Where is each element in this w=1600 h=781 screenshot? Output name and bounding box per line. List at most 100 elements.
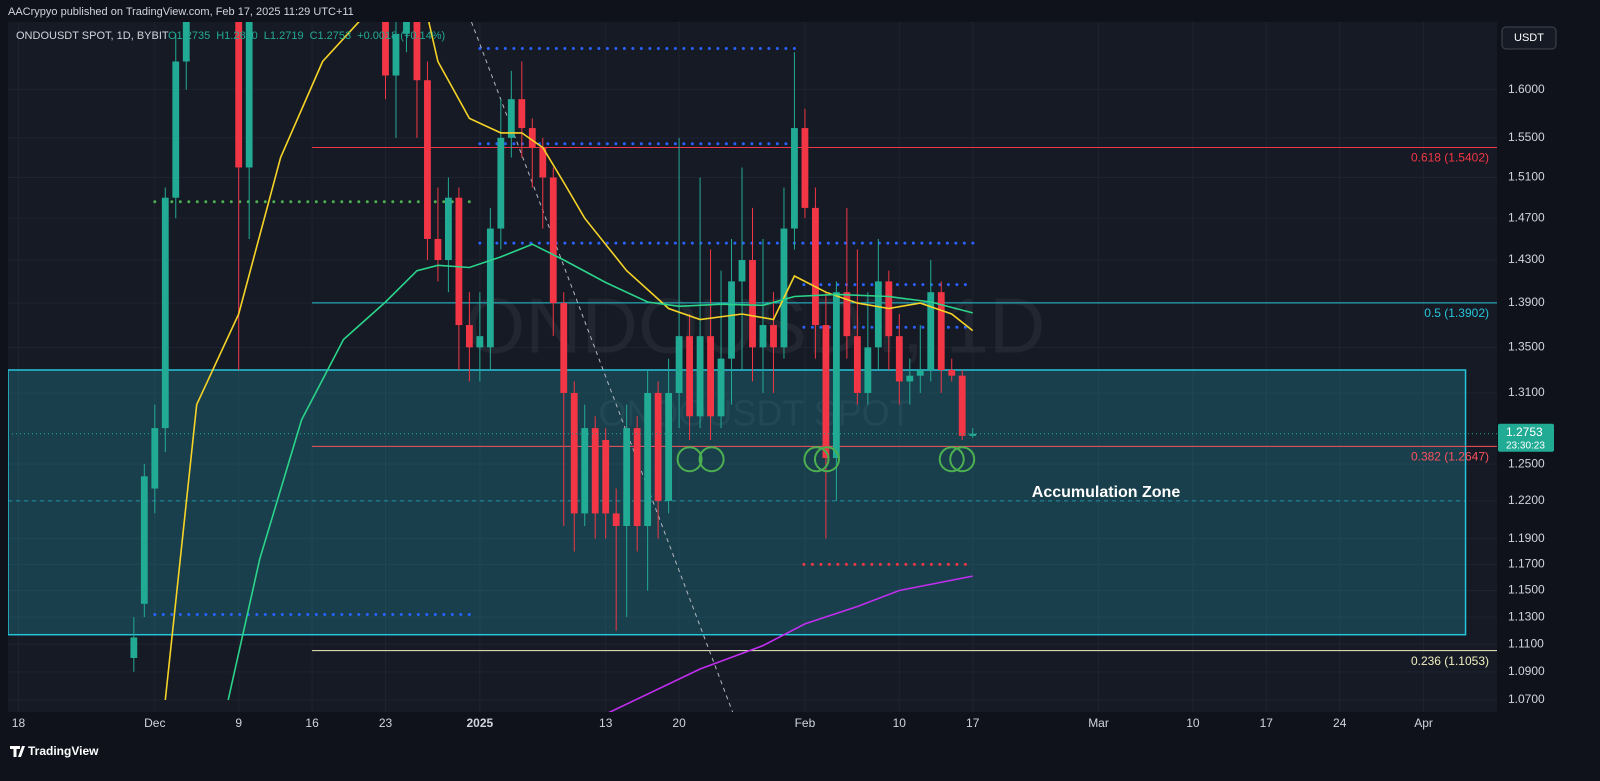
candle-body — [560, 303, 568, 393]
candle-body — [906, 375, 914, 382]
fib-label: 0.236 (1.1053) — [1411, 654, 1489, 668]
x-tick-label: 2025 — [467, 716, 494, 730]
candle-body — [161, 197, 169, 429]
x-tick-label: 20 — [672, 716, 686, 730]
x-tick-label: 13 — [599, 716, 613, 730]
y-tick-label: 1.1300 — [1508, 609, 1545, 623]
candle-body — [728, 281, 735, 359]
support-marker — [949, 446, 976, 473]
candle-body — [969, 433, 977, 436]
y-tick-label: 1.1900 — [1508, 531, 1545, 545]
candle-body — [591, 428, 599, 514]
candle-body — [707, 336, 714, 417]
candle-body — [570, 392, 578, 514]
support-marker — [803, 446, 830, 473]
currency-button[interactable] — [1501, 26, 1557, 50]
currency[interactable]: USDT — [1514, 32, 1544, 44]
candle-body — [434, 238, 442, 261]
candle-body — [455, 197, 463, 326]
ohlc-value: O1.2735 — [168, 30, 210, 42]
fib-label: 0.5 (1.3902) — [1424, 306, 1489, 320]
y-tick-label: 1.4300 — [1508, 252, 1545, 266]
candle-body — [465, 325, 473, 348]
y-tick-label: 1.3500 — [1508, 340, 1545, 354]
candle-body — [581, 428, 589, 514]
candle-body — [937, 292, 945, 370]
x-tick-label: 23 — [379, 716, 393, 730]
ohlc-value: +0.0018 (+0.14%) — [357, 30, 445, 42]
candle-body — [822, 325, 830, 459]
ohlc-value: H1.2800 — [216, 30, 258, 42]
candle-body — [602, 440, 610, 514]
ohlc-value: C1.2753 — [310, 30, 352, 42]
candle-body — [382, 22, 389, 76]
candle-body — [853, 336, 861, 393]
countdown: 23:30:23 — [1506, 440, 1545, 451]
candle-body — [507, 99, 515, 138]
candle-body — [612, 513, 620, 526]
candle-body — [518, 99, 526, 129]
brand-logo — [10, 746, 25, 757]
symbol: ONDOUSDT SPOT, 1D, BYBIT — [16, 30, 169, 42]
y-tick-label: 1.2500 — [1508, 456, 1545, 470]
fib-label: 0.618 (1.5402) — [1411, 151, 1489, 165]
brand: TradingView — [28, 744, 99, 758]
candle-body — [403, 22, 410, 34]
support-marker — [676, 446, 703, 473]
candle-body — [528, 128, 536, 148]
y-tick-label: 1.6000 — [1508, 82, 1545, 96]
candle-body — [812, 207, 819, 326]
price-tag-label: 1.2753 — [1506, 425, 1543, 439]
candle-body — [476, 336, 484, 348]
y-tick-label: 1.1500 — [1508, 583, 1545, 597]
candle-body — [182, 22, 190, 62]
candle-body — [864, 347, 872, 393]
moving-average — [227, 243, 973, 701]
candle-body — [413, 22, 421, 81]
y-tick-label: 1.5100 — [1508, 170, 1545, 184]
y-tick-label: 1.5500 — [1508, 130, 1545, 144]
candle-body — [172, 61, 180, 198]
candle-body — [539, 147, 547, 178]
x-tick-label: Apr — [1414, 716, 1433, 730]
zone-label: Accumulation Zone — [1032, 484, 1181, 501]
candle-body — [780, 228, 788, 348]
y-tick-label: 1.4700 — [1508, 210, 1545, 224]
y-tick-label: 1.0700 — [1508, 692, 1545, 706]
candle-body — [874, 281, 882, 348]
candle-body — [623, 428, 631, 526]
y-tick-label: 1.3100 — [1508, 385, 1545, 399]
y-tick-label: 1.3900 — [1508, 295, 1545, 309]
candle-body — [486, 228, 494, 348]
support-marker — [938, 446, 965, 473]
candle-body — [916, 369, 924, 376]
candle-body — [958, 375, 966, 436]
candle-body — [675, 336, 683, 393]
axes: 1.6000 1.5500 1.5100 1.4700 1.4300 1.3900 1.35… — [12, 82, 1554, 730]
price-tag — [1498, 423, 1554, 452]
accumulation-zone — [8, 369, 1467, 636]
fib-label: 0.382 (1.2647) — [1411, 450, 1489, 464]
x-tick-label: 10 — [1186, 716, 1200, 730]
y-tick-label: 1.1100 — [1508, 636, 1544, 650]
candle-body — [696, 336, 704, 417]
x-tick-label: 18 — [12, 716, 26, 730]
candle-body — [151, 428, 159, 489]
candle-body — [445, 197, 452, 261]
x-tick-label: Mar — [1088, 716, 1109, 730]
x-tick-label: 17 — [1260, 716, 1274, 730]
moving-average — [608, 575, 973, 712]
candle-body — [791, 128, 798, 229]
candle-body — [245, 22, 253, 168]
candle-body — [759, 325, 767, 348]
candle-body — [424, 80, 431, 239]
candle-body — [895, 336, 903, 382]
candle-body — [717, 358, 725, 417]
ohlc-value: L1.2719 — [264, 30, 304, 42]
candle-body — [130, 637, 138, 658]
candle-body — [633, 428, 641, 526]
candle-body — [654, 392, 662, 501]
x-tick-label: 16 — [305, 716, 319, 730]
